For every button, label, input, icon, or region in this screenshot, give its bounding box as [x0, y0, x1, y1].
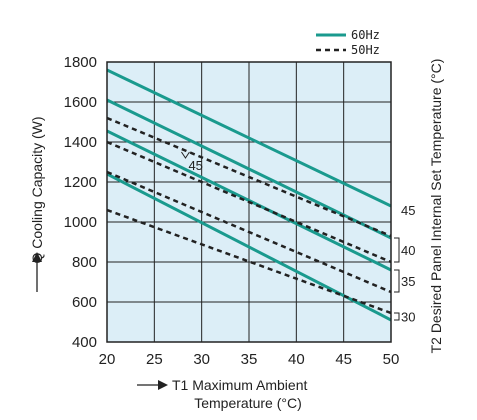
legend-50hz-label: 50Hz: [351, 43, 380, 57]
setpoint-label-40: 40: [401, 243, 415, 258]
series-line-50hz-40: [107, 140, 391, 264]
y-tick-label: 1000: [64, 214, 97, 231]
right-axis-title: T2 Desired Panel Internal Set Temperatur…: [428, 59, 444, 354]
setpoint-bracket: [394, 269, 400, 293]
x-tick-label: 40: [288, 351, 305, 368]
plot-frame: [106, 61, 392, 343]
setpoint-label-35: 35: [401, 274, 415, 289]
y-tick-label: 1600: [64, 94, 97, 111]
setpoint-bracket: [394, 312, 400, 321]
x-axis-title-line1: T1 Maximum Ambient: [172, 377, 307, 393]
annotation-leader: [181, 151, 190, 159]
series-line-60hz-35: [107, 129, 391, 272]
y-tick-label: 400: [72, 334, 97, 351]
x-tick-label: 25: [146, 351, 163, 368]
series-line-60hz-30: [107, 172, 391, 322]
annotation-label: 45: [188, 158, 202, 173]
y-axis-arrow-icon: [32, 252, 42, 262]
setpoint-bracket: [394, 237, 400, 263]
x-tick-label: 30: [193, 351, 210, 368]
x-tick-label: 20: [99, 351, 116, 368]
x-axis-arrow-icon: [158, 380, 168, 390]
y-tick-labels: 400 600 800 1000 1200 1400 1600 1800: [64, 54, 97, 351]
setpoint-label-45: 45: [401, 203, 415, 218]
y-tick-label: 1800: [64, 54, 97, 71]
setpoint-label-30: 30: [401, 310, 415, 325]
y-tick-label: 800: [72, 254, 97, 271]
y-tick-label: 600: [72, 294, 97, 311]
series-line-50hz-45: [107, 116, 391, 238]
legend-60hz-label: 60Hz: [351, 28, 380, 42]
y-axis-title: Q Cooling Capacity (W): [29, 116, 45, 263]
inline-annotation: 45: [181, 151, 203, 173]
x-tick-label: 50: [383, 351, 400, 368]
x-tick-label: 35: [241, 351, 258, 368]
series-line-60hz-45: [107, 68, 391, 208]
y-tick-label: 1200: [64, 174, 97, 191]
x-axis-title-line2: Temperature (°C): [194, 395, 302, 411]
x-tick-labels: 20 25 30 35 40 45 50: [99, 351, 400, 368]
series-lines: [107, 68, 391, 322]
legend: 60Hz 50Hz: [316, 28, 380, 57]
series-line-50hz-35: [107, 170, 391, 294]
x-tick-label: 45: [335, 351, 352, 368]
y-tick-label: 1400: [64, 134, 97, 151]
setpoint-labels: 45 40 35 30: [394, 203, 415, 325]
